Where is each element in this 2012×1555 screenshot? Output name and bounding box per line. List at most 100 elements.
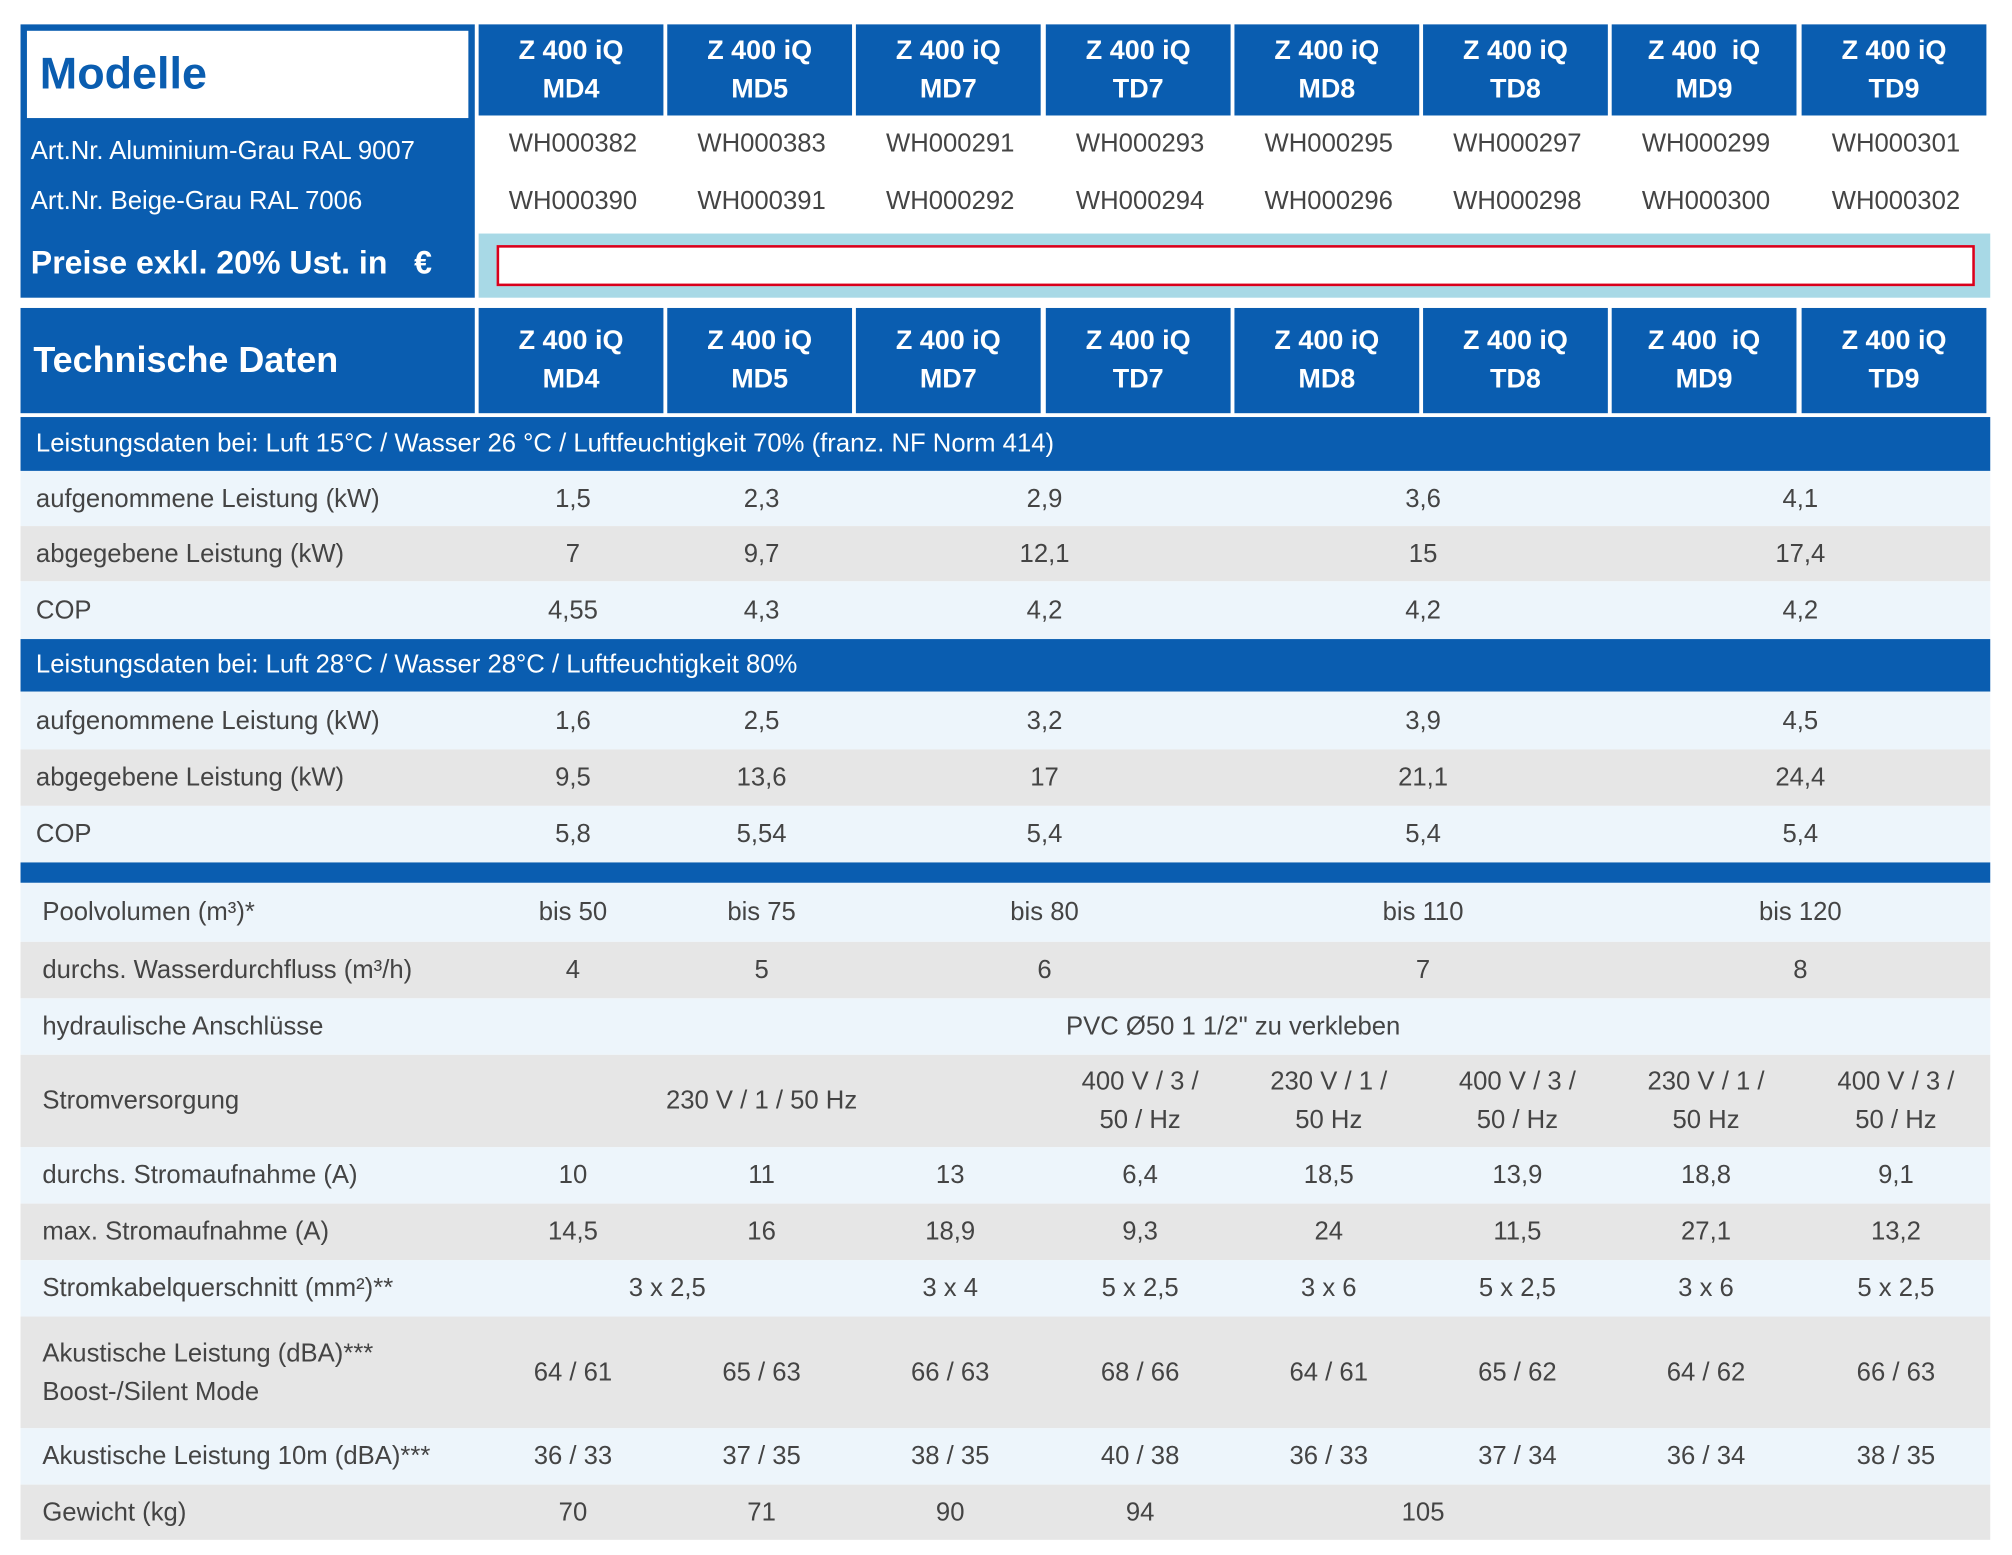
table-cell: bis 50 [538, 898, 608, 927]
table-row: Gewicht (kg) 70 71 90 94 105 [20, 1484, 1991, 1540]
top-model-header: Z 400 iQ MD4 [478, 24, 664, 116]
table-cell: 17 [1030, 763, 1059, 792]
table-cell: 37 / 34 [1478, 1442, 1557, 1471]
table-cell: 36 / 34 [1666, 1442, 1746, 1471]
table-row: abgegebene Leistung (kW) 7 9,7 12,1 15 17,4 [20, 526, 1991, 582]
model-code-line: TD7 [1112, 364, 1164, 394]
table-cell: 9,7 [743, 539, 780, 568]
table-cell: 2,9 [1026, 484, 1063, 513]
model-code-line: MD7 [919, 73, 977, 104]
top-model-header: Z 400 iQ TD7 [1045, 24, 1231, 116]
table-cell: 18,9 [925, 1217, 976, 1246]
table-row: aufgenommene Leistung (kW) 1,5 2,3 2,9 3,6 4,… [20, 470, 1991, 527]
table-cell: 400 V / 3 / 50 / Hz [1458, 1067, 1576, 1135]
table-row: COP 4,55 4,3 4,2 4,2 4,2 [20, 581, 1991, 640]
table-cell: 5,8 [555, 819, 591, 849]
table-row: Stromversorgung 230 V / 1 / 50 Hz 400 V / … [20, 1054, 1991, 1148]
model-name-line: Z 400 iQ [1647, 35, 1761, 65]
table-cell: bis 75 [727, 898, 796, 927]
table-cell: 64 / 61 [533, 1358, 613, 1387]
top-model-header: Z 400 iQ MD7 [855, 24, 1041, 116]
model-code-line: TD9 [1868, 73, 1920, 104]
table-cell: 3 x 6 [1300, 1274, 1357, 1303]
table-cell: 5 x 2,5 [1101, 1274, 1179, 1303]
row-label: aufgenommene Leistung (kW) [35, 484, 380, 513]
table-cell [1612, 1485, 1989, 1540]
model-name-line: Z 400 iQ [707, 325, 813, 356]
table-cell: 14,5 [547, 1217, 598, 1246]
row-label: COP [35, 819, 92, 849]
table-cell: 36 / 33 [533, 1442, 613, 1471]
row-label: Akustische Leistung (dBA)*** Boost-/Sile… [42, 1339, 374, 1406]
tech-model-header: Z 400 iQ TD8 [1423, 307, 1608, 414]
row-label: abgegebene Leistung (kW) [35, 539, 345, 568]
table-cell: 4,5 [1782, 706, 1819, 735]
table-cell: 5,4 [1405, 819, 1441, 849]
table-cell: 8 [1793, 955, 1808, 985]
table-cell: 65 / 63 [722, 1358, 801, 1387]
art-beige-label: Art.Nr. Beige-Grau RAL 7006 [30, 186, 363, 215]
table-cell: 230 V / 1 / 50 Hz [1647, 1067, 1765, 1135]
table-cell: 38 / 35 [910, 1442, 990, 1471]
table-cell: 65 / 62 [1478, 1358, 1557, 1387]
top-model-header: Z 400 iQ TD8 [1423, 24, 1608, 116]
model-name-line: Z 400 iQ [895, 35, 1001, 65]
art-alu-cell: WH000297 [1453, 128, 1582, 158]
table-cell: 21,1 [1398, 763, 1449, 792]
table-row: hydraulische Anschlüsse PVC Ø50 1 1/2" zu… [20, 998, 1991, 1055]
model-name-line: Z 400 iQ [1841, 35, 1947, 65]
model-code-line: MD4 [542, 73, 600, 104]
table-cell: 9,1 [1878, 1161, 1914, 1190]
table-row: Akustische Leistung (dBA)*** Boost-/Sile… [20, 1316, 1991, 1429]
price-frame [478, 233, 1991, 298]
table-cell: 13 [935, 1161, 965, 1190]
art-alu-cell: WH000293 [1075, 128, 1205, 158]
table-row: durchs. Wasserdurchfluss (m³/h) 4 5 6 7 8 [20, 941, 1991, 999]
table-cell: 11,5 [1493, 1217, 1542, 1246]
model-name-line: Z 400 iQ [1463, 325, 1568, 356]
row-label: aufgenommene Leistung (kW) [35, 706, 380, 735]
table-cell: 4,2 [1405, 596, 1441, 625]
art-beige-cell: WH000302 [1831, 186, 1961, 215]
model-code-line: TD9 [1868, 364, 1920, 394]
table-cell: 7 [1415, 955, 1431, 985]
art-beige-cell: WH000298 [1453, 186, 1582, 215]
table-cell: 7 [565, 539, 581, 568]
table-cell: 5 [754, 955, 769, 985]
table-row: Akustische Leistung 10m (dBA)*** 36 / 33 3… [20, 1428, 1991, 1485]
tech-title-box: Technische Daten [20, 307, 475, 414]
table-cell: 15 [1408, 539, 1438, 568]
table-cell: 11 [748, 1161, 775, 1190]
table-cell: bis 120 [1758, 898, 1842, 927]
table-cell: 5 x 2,5 [1478, 1274, 1556, 1303]
art-beige-cell: WH000391 [697, 186, 826, 215]
row-label: Poolvolumen (m³)* [42, 898, 255, 927]
art-beige-cell: WH000300 [1641, 186, 1771, 215]
table-cell: 18,8 [1681, 1161, 1731, 1190]
table-cell: 400 V / 3 / 50 / Hz [1837, 1067, 1955, 1135]
table-cell: 3,9 [1405, 706, 1441, 735]
table-cell: 24 [1314, 1217, 1344, 1246]
table-cell: 4,1 [1782, 484, 1819, 513]
table-row: abgegebene Leistung (kW) 9,5 13,6 17 21,1 24,… [20, 749, 1991, 806]
art-alu-label: Art.Nr. Aluminium-Grau RAL 9007 [30, 136, 415, 165]
row-label: Stromversorgung [42, 1086, 240, 1116]
table-cell: 12,1 [1019, 539, 1070, 568]
tech-model-header: Z 400 iQ MD9 [1611, 307, 1797, 414]
price-input[interactable] [496, 245, 1975, 287]
table-row: durchs. Stromaufnahme (A) 10 11 13 6,4 18,5 13… [20, 1147, 1991, 1204]
table-row: Poolvolumen (m³)* bis 50 bis 75 bis 80 bis 1… [20, 882, 1991, 942]
model-code-line: MD5 [731, 364, 789, 394]
model-name-line: Z 400 iQ [1647, 325, 1761, 356]
row-label: durchs. Stromaufnahme (A) [42, 1161, 358, 1190]
section-header-15c: Leistungsdaten bei: Luft 15°C / Wasser 2… [20, 417, 1991, 471]
table-cell: 18,5 [1303, 1161, 1354, 1190]
art-alu-cell: WH000301 [1831, 128, 1961, 158]
table-cell: 3,2 [1026, 706, 1063, 735]
table-cell: 230 V / 1 / 50 Hz [665, 1086, 858, 1116]
art-alu-cell: WH000291 [886, 128, 1015, 158]
model-code-line: MD9 [1675, 364, 1733, 394]
table-cell: 10 [558, 1161, 588, 1190]
art-alu-cell: WH000383 [697, 128, 826, 158]
